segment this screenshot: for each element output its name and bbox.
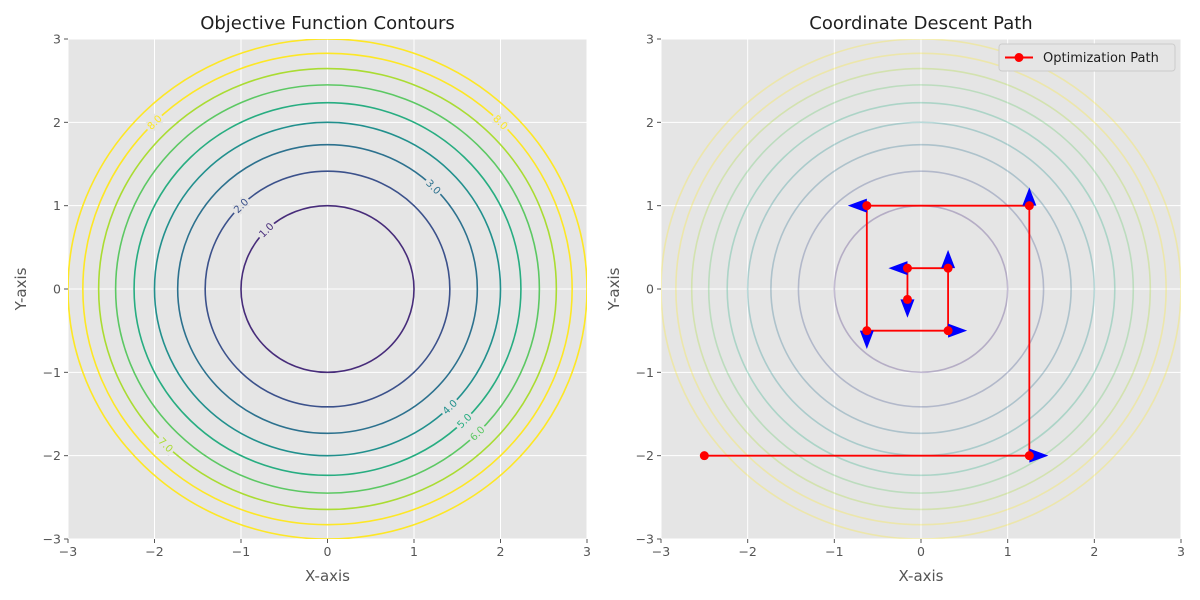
direction-arrow: [948, 323, 968, 338]
background-contour: [726, 101, 1116, 477]
x-axis-label: X-axis: [899, 567, 944, 585]
path-point: [902, 263, 912, 273]
legend-entry: Optimization Path: [1043, 51, 1159, 66]
x-tick-label: 2: [1090, 544, 1098, 559]
direction-arrow: [1029, 448, 1049, 463]
contour-label-gap: [154, 433, 177, 457]
path-point: [862, 326, 872, 336]
y-axis-label: Y-axis: [12, 267, 30, 311]
contour-label-gap: [452, 409, 476, 433]
y-tick-labels: −3 −2 −1 0 1 2 3: [43, 32, 68, 547]
x-tick-label: 3: [583, 544, 591, 559]
contour-label-gap: [229, 194, 253, 217]
x-tick-label: 1: [410, 544, 418, 559]
y-tick-label: 0: [646, 282, 654, 297]
x-tick-label: −1: [232, 544, 250, 559]
y-tick-label: −2: [43, 448, 61, 463]
x-tick-label: 1: [1004, 544, 1012, 559]
y-axis-label: Y-axis: [605, 267, 623, 311]
y-tick-label: −3: [43, 532, 61, 547]
legend-box: [998, 43, 1176, 72]
y-tick-label: −3: [636, 532, 654, 547]
x-axis-label: X-axis: [305, 567, 350, 585]
x-tick-labels: −3 −2 −1 0 1 2 3: [652, 539, 1185, 559]
path-point: [902, 294, 912, 304]
path-point: [943, 326, 953, 336]
direction-arrow: [900, 299, 915, 318]
contour-line: [97, 67, 558, 511]
path-point: [862, 201, 872, 211]
path-point: [943, 263, 953, 273]
contour-label-gap: [143, 111, 166, 134]
x-tick-label: 0: [324, 544, 332, 559]
y-tick-label: −1: [636, 365, 654, 380]
background-contour: [690, 67, 1152, 511]
y-tick-label: 2: [53, 115, 61, 130]
contour-line: [114, 84, 541, 494]
contour-line: [176, 143, 479, 435]
contour-line: [133, 101, 522, 477]
x-tick-label: 0: [917, 544, 925, 559]
contour-label-gap: [255, 218, 278, 242]
x-tick-label: −1: [825, 544, 843, 559]
y-tick-label: 2: [646, 115, 654, 130]
contour-line: [153, 121, 502, 457]
contour-plot-panel: Objective Function Contours 1.02.03.04.0…: [12, 13, 591, 585]
x-tick-label: −3: [652, 544, 670, 559]
contour-line: [82, 52, 573, 526]
x-tick-label: 3: [1177, 544, 1185, 559]
contour-label-gap: [466, 422, 489, 445]
path-markers: [699, 201, 1034, 461]
path-point: [1024, 451, 1034, 461]
y-tick-label: 1: [53, 198, 61, 213]
path-point: [1024, 201, 1034, 211]
direction-arrow: [888, 261, 908, 276]
chart-title: Coordinate Descent Path: [809, 13, 1032, 34]
background-contour: [675, 52, 1167, 526]
y-tick-label: 3: [646, 32, 654, 47]
contour-label-gap: [422, 175, 445, 199]
contour-lines: [68, 39, 587, 539]
x-tick-label: −2: [145, 544, 163, 559]
x-tick-label: 2: [497, 544, 505, 559]
legend-marker: [1014, 53, 1024, 62]
path-point: [699, 451, 709, 461]
contour-line: [240, 204, 415, 374]
contour-label-gap: [438, 395, 462, 419]
descent-path-panel: Coordinate Descent Path −3 −2 −1 0 1 2 3 −3−2−…: [605, 13, 1185, 585]
y-tick-label: 1: [646, 198, 654, 213]
x-tick-label: −3: [59, 544, 77, 559]
direction-arrow: [859, 330, 874, 349]
x-tick-labels: −3 −2 −1 0 1 2 3: [59, 539, 591, 559]
y-tick-label: −1: [43, 365, 61, 380]
y-tick-label: 3: [53, 32, 61, 47]
y-tick-label: 0: [53, 282, 61, 297]
background-contour: [707, 84, 1135, 494]
background-contour: [797, 170, 1045, 408]
direction-arrow: [1022, 187, 1037, 206]
direction-arrow: [847, 198, 867, 213]
chart-title: Objective Function Contours: [200, 13, 455, 34]
y-tick-label: −2: [636, 448, 654, 463]
contour-label-gap: [489, 111, 512, 134]
x-tick-label: −2: [738, 544, 756, 559]
direction-arrow: [941, 249, 956, 269]
legend: Optimization Path: [998, 43, 1176, 72]
y-tick-labels: −3 −2 −1 0 1 2 3: [636, 32, 661, 547]
direction-arrows: [847, 187, 1049, 463]
background-contour: [770, 143, 1072, 435]
contour-line: [204, 170, 451, 408]
